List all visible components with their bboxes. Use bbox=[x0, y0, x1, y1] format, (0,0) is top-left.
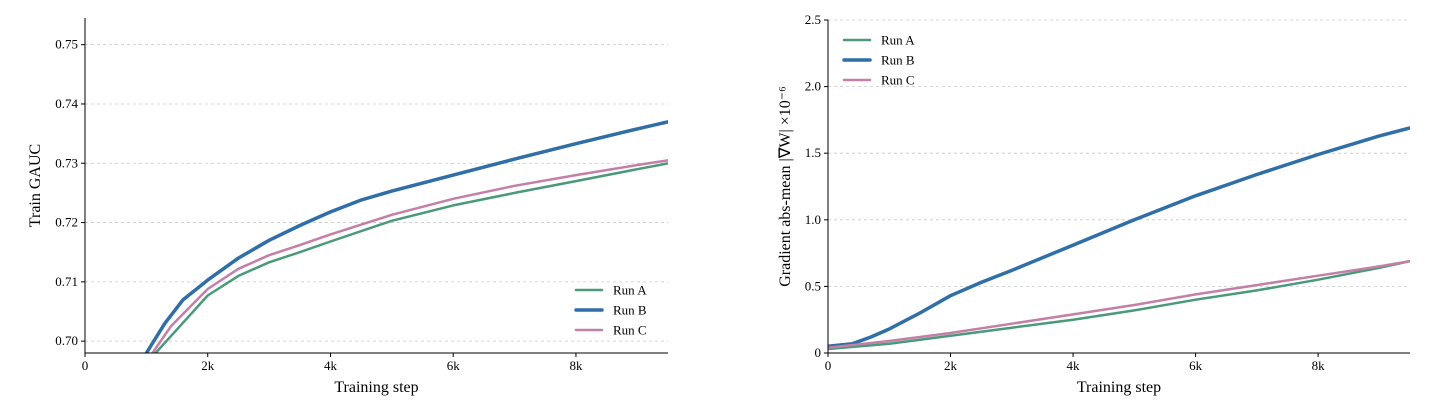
legend-label: Run C bbox=[613, 323, 647, 338]
x-axis-title: Training step bbox=[334, 379, 418, 396]
y-tick-label: 1.5 bbox=[805, 145, 821, 160]
x-axis-title: Training step bbox=[1077, 379, 1161, 396]
y-axis-title: Gradient abs-mean |∇W| ×10⁻⁶ bbox=[777, 86, 794, 287]
y-tick-label: 0.72 bbox=[55, 215, 78, 230]
y-axis-title: Train GAUC bbox=[27, 144, 44, 227]
y-tick-label: 0.70 bbox=[55, 333, 78, 348]
x-tick-label: 4k bbox=[324, 358, 338, 373]
y-tick-label: 0.73 bbox=[55, 155, 78, 170]
y-tick-label: 0.75 bbox=[55, 37, 78, 52]
x-tick-label: 0 bbox=[82, 358, 89, 373]
legend-label: Run B bbox=[881, 53, 915, 68]
legend-label: Run B bbox=[613, 303, 647, 318]
y-tick-label: 0.74 bbox=[55, 96, 78, 111]
legend-label: Run A bbox=[881, 33, 915, 48]
legend: Run A Run B Run C bbox=[574, 283, 647, 338]
legend-label: Run A bbox=[613, 283, 647, 298]
series-line-run-b bbox=[828, 126, 1410, 349]
x-tick-label: 8k bbox=[1312, 358, 1326, 373]
y-tick-label: 2.0 bbox=[805, 79, 821, 94]
series-line-run-c bbox=[828, 259, 1410, 349]
y-tick-label: 0.71 bbox=[55, 274, 78, 289]
legend-label: Run C bbox=[881, 73, 915, 88]
x-tick-label: 6k bbox=[1189, 358, 1203, 373]
y-tick-label: 2.5 bbox=[805, 12, 821, 27]
y-tick-label: 1.0 bbox=[805, 212, 821, 227]
x-tick-label: 2k bbox=[944, 358, 958, 373]
x-tick-label: 6k bbox=[447, 358, 461, 373]
series-line-run-b bbox=[144, 120, 668, 353]
chart-gradient-abs-mean: 0 0.5 1.0 1.5 2.0 2.5 0 2k 4k 6k 8k Training step Gr… bbox=[777, 12, 1410, 396]
x-tick-label: 8k bbox=[569, 358, 583, 373]
x-tick-label: 4k bbox=[1067, 358, 1081, 373]
y-tick-label: 0 bbox=[815, 345, 822, 360]
legend: Run A Run B Run C bbox=[842, 33, 915, 88]
chart-train-gauc: 0.70 0.71 0.72 0.73 0.74 0.75 0 2k 4k 6k 8k Trainin… bbox=[27, 18, 668, 396]
series-line-run-c bbox=[151, 159, 668, 353]
series-line-run-a bbox=[154, 162, 668, 353]
y-tick-label: 0.5 bbox=[805, 278, 821, 293]
series-line-run-a bbox=[828, 259, 1410, 351]
x-tick-label: 0 bbox=[825, 358, 832, 373]
x-tick-label: 2k bbox=[201, 358, 215, 373]
